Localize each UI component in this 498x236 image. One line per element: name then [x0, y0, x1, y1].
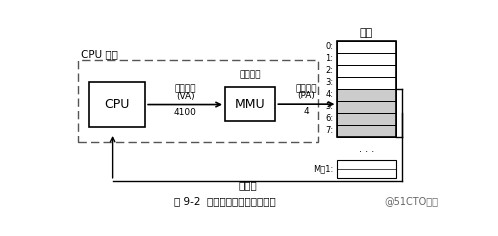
Bar: [89, 82, 145, 127]
Text: 1:: 1:: [326, 54, 334, 63]
Bar: [337, 53, 395, 65]
Bar: [337, 41, 395, 137]
Bar: [337, 41, 395, 53]
Bar: [78, 60, 318, 142]
Text: (PA): (PA): [297, 91, 315, 100]
Text: 虚拟地址: 虚拟地址: [174, 85, 196, 94]
Text: 物理地址: 物理地址: [296, 84, 317, 93]
Bar: [337, 113, 395, 125]
Text: 地址翻译: 地址翻译: [240, 71, 261, 80]
Bar: [225, 87, 275, 122]
Text: 0:: 0:: [326, 42, 334, 51]
Bar: [337, 125, 395, 137]
Text: MMU: MMU: [235, 98, 265, 111]
Text: @51CTO博客: @51CTO博客: [384, 196, 438, 206]
Bar: [337, 89, 395, 101]
Text: 5:: 5:: [326, 102, 334, 111]
Bar: [337, 101, 395, 113]
Text: · · ·: · · ·: [359, 147, 374, 156]
Text: 4:: 4:: [326, 90, 334, 99]
Bar: [337, 77, 395, 89]
Text: M－1:: M－1:: [313, 164, 334, 173]
Bar: [337, 65, 395, 77]
Text: CPU 芯片: CPU 芯片: [81, 49, 118, 59]
Text: 数据字: 数据字: [239, 180, 257, 190]
Text: 4100: 4100: [174, 108, 197, 117]
Text: 图 9-2  一个使用虚拟寻址的系统: 图 9-2 一个使用虚拟寻址的系统: [174, 196, 276, 206]
Text: 3:: 3:: [325, 78, 334, 87]
Text: CPU: CPU: [105, 98, 130, 111]
Bar: [337, 160, 395, 178]
Text: (VA): (VA): [176, 92, 194, 101]
Text: 2:: 2:: [326, 66, 334, 75]
Text: 7:: 7:: [325, 126, 334, 135]
Text: 4: 4: [304, 107, 309, 116]
Text: 6:: 6:: [325, 114, 334, 123]
Text: 主存: 主存: [360, 28, 373, 38]
